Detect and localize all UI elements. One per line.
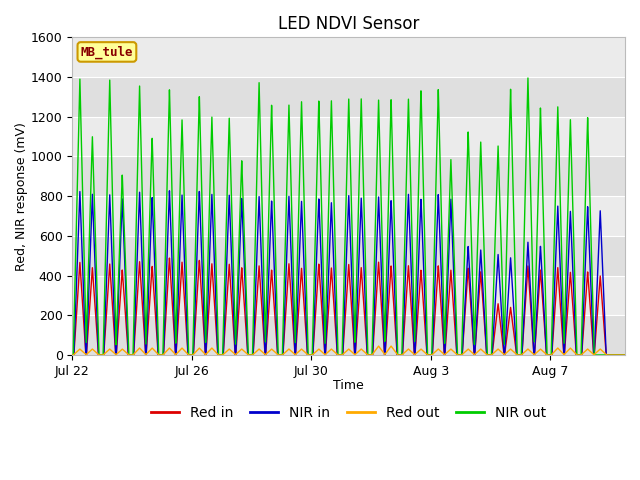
Y-axis label: Red, NIR response (mV): Red, NIR response (mV) — [15, 122, 28, 271]
X-axis label: Time: Time — [333, 379, 364, 392]
Bar — [72, 156, 625, 196]
Legend: Red in, NIR in, Red out, NIR out: Red in, NIR in, Red out, NIR out — [146, 400, 552, 425]
Bar — [72, 315, 625, 355]
Bar — [72, 236, 625, 276]
Title: LED NDVI Sensor: LED NDVI Sensor — [278, 15, 419, 33]
Bar — [72, 77, 625, 117]
Text: MB_tule: MB_tule — [81, 45, 133, 59]
